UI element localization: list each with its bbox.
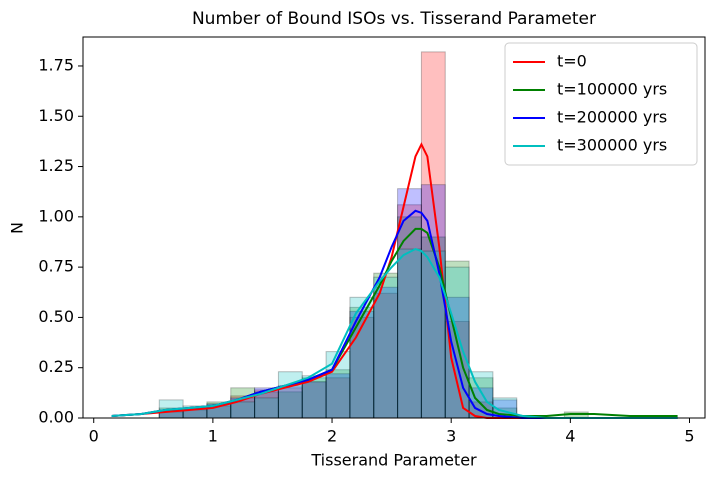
x-tick-label: 0 [89, 427, 99, 446]
legend-label: t=0 [557, 52, 587, 71]
legend: t=0 t=100000 yrs t=200000 yrs t=300000 yrs [504, 42, 698, 166]
x-axis-label: Tisserand Parameter [310, 451, 477, 470]
y-tick-label: 1.25 [38, 156, 74, 175]
x-tick-label: 5 [684, 427, 694, 446]
y-tick-label: 0.00 [38, 408, 74, 427]
y-tick-label: 0.25 [38, 357, 74, 376]
x-tick-label: 3 [446, 427, 456, 446]
plot-frame [82, 36, 706, 419]
chart-title: Number of Bound ISOs vs. Tisserand Param… [192, 9, 596, 29]
y-tick-label: 0.50 [38, 307, 74, 326]
histogram-bar [397, 248, 422, 419]
kde-line [111, 247, 678, 419]
legend-label: t=200000 yrs [557, 108, 667, 127]
histogram-bar [230, 401, 256, 419]
x-tick-label: 2 [327, 427, 337, 446]
x-tick-label: 4 [565, 427, 575, 446]
y-tick-label: 1.50 [38, 106, 74, 125]
histogram-bar [254, 397, 279, 419]
legend-label: t=100000 yrs [557, 80, 667, 99]
y-axis-label: N [8, 222, 27, 234]
y-tick-label: 0.75 [38, 257, 74, 276]
x-tick-label: 1 [208, 427, 218, 446]
y-tick-label: 1.75 [38, 55, 74, 74]
y-tick-label: 1.00 [38, 206, 74, 225]
histogram-bar [277, 371, 303, 419]
legend-box [504, 42, 698, 166]
legend-label: t=300000 yrs [557, 136, 667, 155]
